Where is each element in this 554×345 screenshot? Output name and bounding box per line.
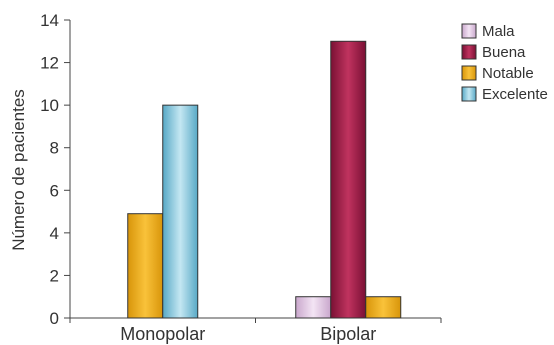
legend-label-notable: Notable xyxy=(482,65,534,82)
bar-buena-bipolar xyxy=(330,40,367,319)
legend: Mala Buena Notable Excelente xyxy=(461,23,548,103)
legend-swatch-mala xyxy=(461,23,477,39)
bar-excelente-monopolar xyxy=(162,104,199,319)
y-axis-label: Número de pacientes xyxy=(9,89,28,251)
category-labels: Monopolar Bipolar xyxy=(69,318,442,344)
bar-mala-bipolar xyxy=(295,296,332,319)
y-tick-label: 10 xyxy=(40,96,59,115)
legend-swatch-excelente xyxy=(461,86,477,102)
legend-label-mala: Mala xyxy=(482,23,515,40)
legend-label-buena: Buena xyxy=(482,44,526,61)
y-tick-label: 0 xyxy=(50,309,59,328)
y-tick-label: 14 xyxy=(40,11,59,30)
bar-notable-bipolar xyxy=(365,296,402,319)
legend-swatch-buena xyxy=(461,44,477,60)
y-tick-label: 2 xyxy=(50,266,59,285)
bars-group xyxy=(127,40,402,319)
category-label: Bipolar xyxy=(320,324,376,344)
legend-swatch-notable xyxy=(461,65,477,81)
y-tick-label: 6 xyxy=(50,181,59,200)
bar-notable-monopolar xyxy=(127,213,164,319)
legend-label-excelente: Excelente xyxy=(482,86,548,103)
y-axis-ticks: 0 2 4 6 8 10 12 14 xyxy=(40,11,70,328)
category-label: Monopolar xyxy=(120,324,205,344)
y-tick-label: 8 xyxy=(50,139,59,158)
y-tick-label: 4 xyxy=(50,224,59,243)
y-tick-label: 12 xyxy=(40,54,59,73)
